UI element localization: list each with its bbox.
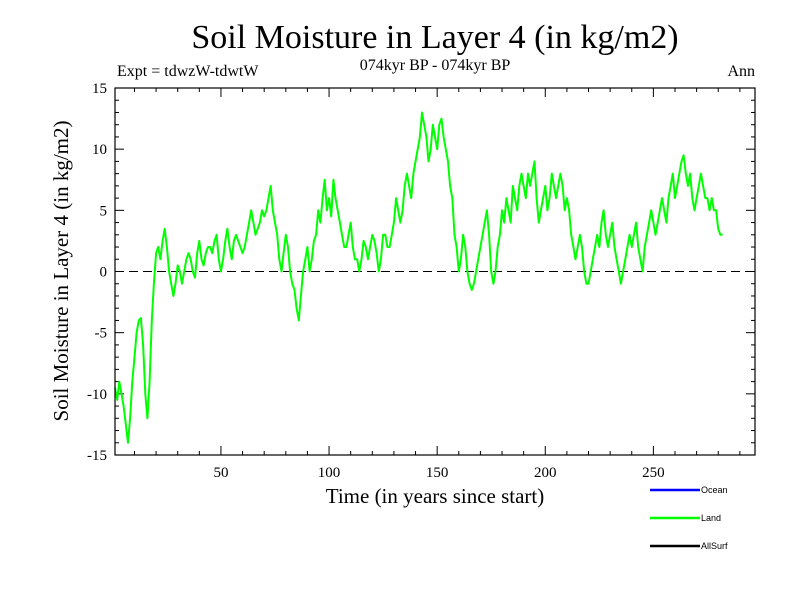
y-tick-label: -15 — [87, 448, 107, 464]
season-label: Ann — [727, 63, 755, 80]
x-tick-label: 200 — [534, 465, 557, 481]
plot-area: 50 100 150 200 250 -15 -10 -5 0 5 10 15 — [87, 81, 755, 481]
chart-title: Soil Moisture in Layer 4 (in kg/m2) — [191, 19, 678, 56]
legend-label-ocean: Ocean — [701, 485, 728, 495]
y-tick-label: 10 — [92, 142, 107, 158]
y-tick-label: 5 — [100, 203, 108, 219]
plot-frame — [114, 87, 756, 456]
x-axis-label: Time (in years since start) — [326, 484, 545, 508]
y-axis-label: Soil Moisture in Layer 4 (in kg/m2) — [49, 121, 73, 422]
x-tick-label: 100 — [318, 465, 341, 481]
y-tick-label: 0 — [100, 265, 108, 281]
y-tick-label: 15 — [92, 81, 107, 97]
legend-label-allsurf: AllSurf — [701, 541, 728, 551]
x-tick-label: 250 — [642, 465, 665, 481]
x-tick-label: 50 — [213, 465, 228, 481]
period-label: 074kyr BP - 074kyr BP — [360, 57, 511, 74]
series-line-land — [114, 111, 723, 444]
y-tick-label: -10 — [87, 387, 107, 403]
y-tick-label: -5 — [95, 326, 108, 342]
legend-label-land: Land — [701, 513, 721, 523]
experiment-label: Expt = tdwzW-tdwtW — [117, 63, 259, 80]
legend: Ocean Land AllSurf — [650, 485, 728, 551]
x-tick-label: 150 — [426, 465, 449, 481]
